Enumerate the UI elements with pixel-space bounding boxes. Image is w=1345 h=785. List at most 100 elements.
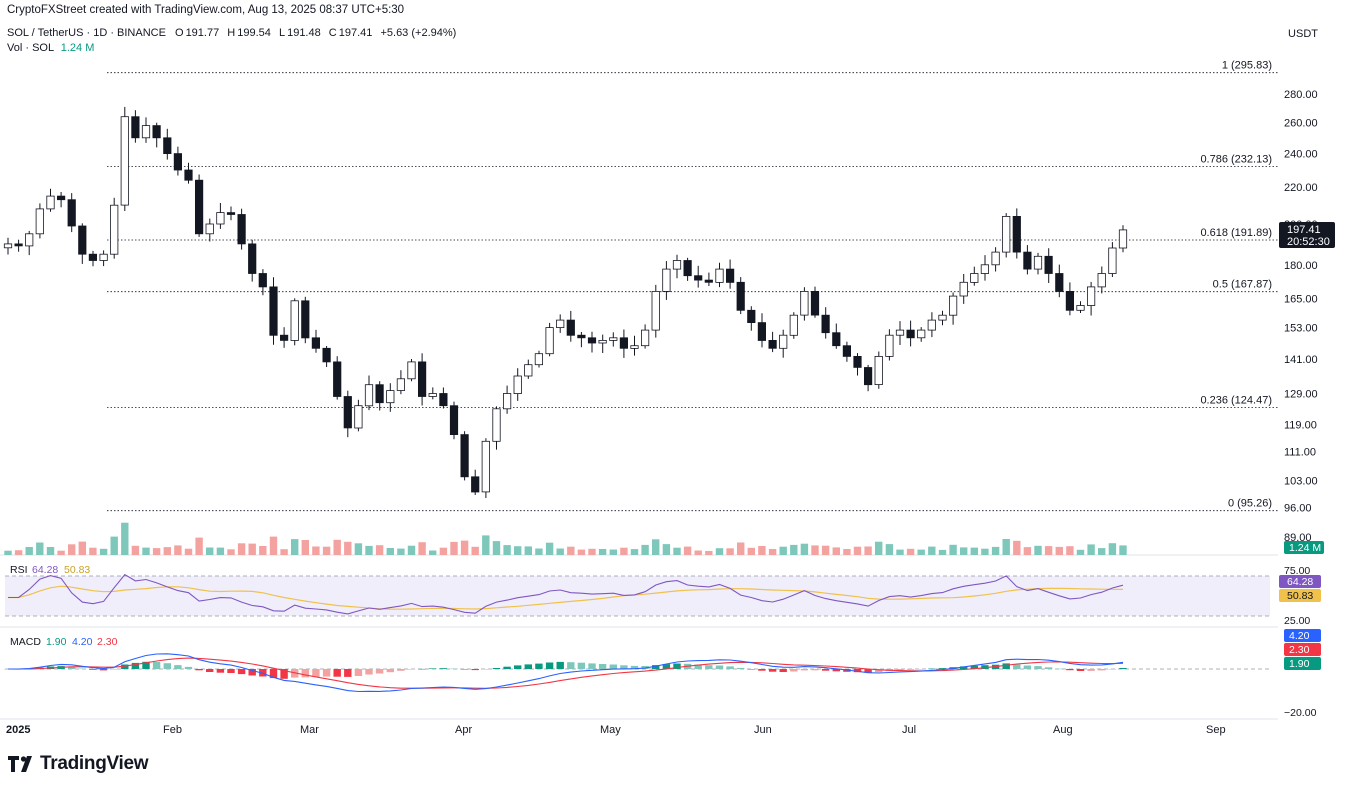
candle-body [587,337,597,344]
macd-hist-bar [630,665,639,669]
volume-bar [843,549,851,555]
price-tick-label: 165.00 [1284,293,1318,305]
candle-body [1055,273,1064,292]
volume-bar [790,544,798,555]
volume-bar [344,541,352,555]
volume-bar [184,548,193,555]
candle-body [662,268,671,292]
volume-bar [1044,546,1053,555]
macd-hist-bar [99,669,108,671]
macd-hist-bar [673,663,681,669]
volume-bar [78,541,86,555]
time-axis: 2025 Feb Mar Apr May Jun Jul Aug Sep [6,724,1226,736]
macd-hist-bar [726,666,734,669]
volume-bar [970,547,978,555]
candle-body [184,169,193,181]
volume-bar [917,549,925,555]
volume-bar [14,550,23,555]
macd-hist-bar [78,668,86,670]
currency-label[interactable]: USDT [1288,28,1318,40]
candle-body [1012,215,1021,253]
macd-hist-bar [705,665,713,669]
volume-bar [938,549,947,555]
macd-hist-bar [142,661,150,669]
macd-hist-bar [259,669,267,677]
macd-hist-bar [875,669,883,673]
volume-bar [206,547,214,555]
rsi-value: 64.28 [32,564,58,576]
macd-hist-bar [970,665,978,669]
macd-hist-bar [1044,667,1053,669]
candle-body [927,319,936,331]
volume-bar [163,547,171,555]
rsi-label: RSI [10,564,28,576]
time-tick-label: Sep [1206,724,1226,736]
candle-body [226,212,236,215]
volume-bar [567,546,575,555]
candle-body [173,153,182,171]
volume-bar [1023,547,1032,555]
candle-body [800,290,809,316]
volume-bar [99,548,108,555]
macd-hist-bar [1034,666,1042,669]
vol-badge-text: 1.24 M [1289,542,1321,554]
volume-bar [121,522,129,555]
macd-hist-bar [1066,669,1074,671]
volume-bar [503,545,511,555]
volume-bar [620,547,628,555]
macd-line [7,653,1124,693]
symbol-name[interactable]: SOL / TetherUS · 1D · BINANCE [7,27,166,39]
candle-body [110,204,119,255]
price-tick-label: 119.00 [1284,420,1317,432]
volume-bar [864,546,872,555]
candle-body [88,253,97,261]
candle-body [386,390,395,404]
candle-body [683,260,692,277]
candle-body [906,329,915,339]
volume-bar [1087,544,1095,555]
high-label: H [227,27,236,39]
rsi-band [5,576,1270,616]
macd-hist-bar [715,665,724,669]
volume-bar [524,546,532,555]
candle-body [842,345,852,357]
macd-hist-bar [524,664,532,669]
candle-body [991,251,1000,266]
tradingview-brand[interactable]: TradingView [8,753,149,775]
volume-bar [386,548,394,555]
candle-body [556,319,565,329]
volume-bar [853,546,862,555]
candle-body [747,309,756,323]
candle-body [216,212,225,225]
candle-body [577,334,586,339]
macd-hist-bar [694,664,702,669]
macd-hist-bar [567,662,575,669]
macd-hist-bar [131,662,140,669]
macd-hist-bar [832,669,840,672]
volume-bar [482,535,490,555]
candle-body [78,225,87,255]
candle-body [1065,290,1074,311]
volume-bar [216,547,225,555]
volume-bar [1013,540,1021,555]
price-tick-label: 96.00 [1284,503,1312,515]
volume-bar [460,540,469,555]
candle-body [789,314,798,336]
candle-body [619,337,629,349]
candle-body [301,300,310,339]
candle-body [885,334,894,357]
macd-hist-bar [545,662,554,669]
volume-bar [556,548,564,555]
time-tick-label: Aug [1053,724,1073,736]
macd-hist-bar [503,666,511,669]
volume-label[interactable]: Vol · SOL [7,42,54,54]
price-tick-label: 103.00 [1284,476,1318,488]
macd-hist-bar [482,669,490,670]
volume-bar [312,546,320,555]
rsi-ma-line [8,585,1124,610]
time-tick-label: Feb [163,724,182,736]
volume-bar [89,547,97,555]
candle-body [290,300,299,341]
candle-body [258,273,267,288]
